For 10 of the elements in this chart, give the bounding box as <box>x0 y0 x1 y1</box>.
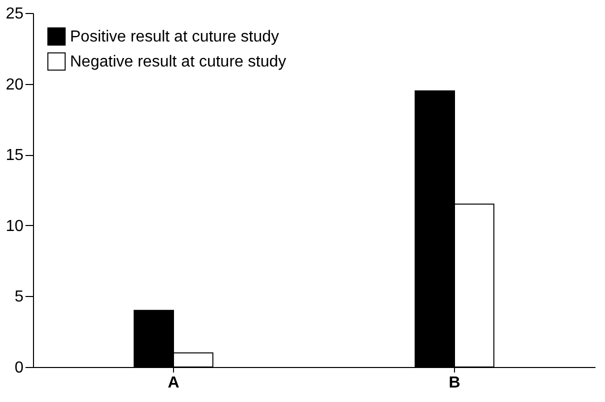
y-tick-label: 20 <box>6 76 24 94</box>
x-tick-label: A <box>168 374 180 392</box>
y-tick-label: 10 <box>6 218 24 235</box>
legend-label: Positive result at cuture study <box>70 28 279 46</box>
y-tick-label: 5 <box>14 288 24 306</box>
y-tick-label: 0 <box>14 360 24 376</box>
y-tick-label: 15 <box>6 147 24 164</box>
y-tick-label: 25 <box>6 6 24 22</box>
legend-label: Negative result at cuture study <box>70 54 286 70</box>
x-tick-label: B <box>448 374 460 392</box>
